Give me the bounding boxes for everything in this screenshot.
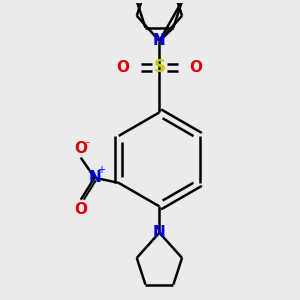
Text: O: O bbox=[117, 60, 130, 75]
Text: O: O bbox=[189, 60, 202, 75]
Text: N: N bbox=[153, 34, 166, 49]
Text: N: N bbox=[88, 170, 101, 185]
Text: +: + bbox=[97, 165, 105, 175]
Text: O: O bbox=[74, 141, 87, 156]
Text: N: N bbox=[153, 225, 166, 240]
Text: S: S bbox=[153, 58, 165, 76]
Text: -: - bbox=[85, 137, 89, 147]
Text: O: O bbox=[74, 202, 87, 217]
